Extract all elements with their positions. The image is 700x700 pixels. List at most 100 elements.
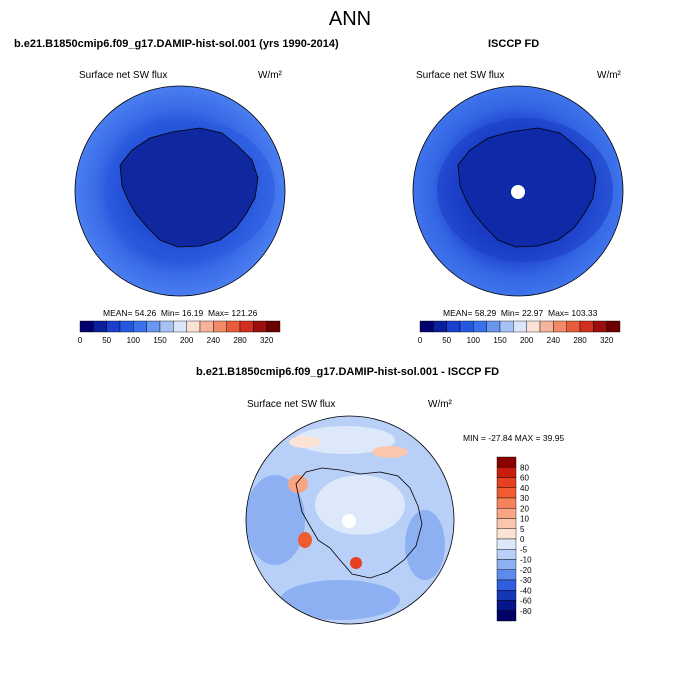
panel1-min-value: 16.19 bbox=[181, 308, 204, 318]
panel1-colorbar-box bbox=[79, 320, 94, 333]
panel3-colorbar-box bbox=[496, 549, 517, 560]
panel3-colorbar-box bbox=[496, 569, 517, 581]
panel3-near-zero-patch-center bbox=[315, 475, 405, 535]
panel1-map-border bbox=[74, 85, 286, 297]
panel1-colorbar-box bbox=[186, 320, 201, 333]
panel3-colorbar-box bbox=[496, 518, 517, 529]
panel3-colorbar-tick-label: 20 bbox=[520, 504, 529, 513]
panel1-colorbar-tick-label: 100 bbox=[127, 336, 141, 345]
panel2-missing-data-hole bbox=[511, 185, 525, 199]
panel2-variable-label: Surface net SW flux bbox=[416, 70, 505, 81]
panel3-colorbar-tick-label: 0 bbox=[520, 535, 525, 544]
panel1-colorbar-tick-label: 50 bbox=[102, 336, 111, 345]
panel1-max-label: Max= bbox=[207, 308, 230, 318]
panel2-colorbar-box bbox=[473, 320, 487, 333]
panel1-min-label: Min= bbox=[160, 308, 180, 318]
panel3-colorbar-tick-label: 40 bbox=[520, 484, 529, 493]
panel3-min-label: MIN = bbox=[463, 433, 486, 443]
panel2-colorbar: 0 50 100 150 200 240 280 320 bbox=[418, 320, 621, 345]
panel1-map bbox=[74, 85, 286, 297]
panel1-colorbar-box bbox=[119, 320, 134, 333]
panel2-min-value: 22.97 bbox=[521, 308, 544, 318]
panel1-mean-value: 54.26 bbox=[134, 308, 157, 318]
panel3-variable-label: Surface net SW flux bbox=[247, 399, 336, 410]
panel3-colorbar-tick-label: 80 bbox=[520, 463, 529, 472]
panel2-min-label: Min= bbox=[500, 308, 520, 318]
panel3-colorbar-tick-label: 10 bbox=[520, 515, 529, 524]
panel2-colorbar-tick-label: 320 bbox=[600, 336, 614, 345]
page-title: ANN bbox=[328, 8, 372, 30]
panel2-colorbar-box bbox=[459, 320, 474, 333]
panel3-positive-patch-nw bbox=[288, 475, 308, 493]
panel3-colorbar-box bbox=[496, 467, 517, 478]
panel2-units-label: W/m² bbox=[597, 70, 621, 81]
panel2-map bbox=[412, 85, 624, 297]
panel1-colorbar-tick-label: 150 bbox=[153, 336, 167, 345]
panel3-max-value: 39.95 bbox=[542, 433, 565, 443]
panel3-min-value: -27.84 bbox=[488, 433, 513, 443]
panel3-stats: MIN = -27.84 MAX = 39.95 bbox=[463, 433, 564, 443]
panel3-map bbox=[245, 415, 455, 625]
panel2-antarctica bbox=[457, 127, 597, 248]
panel3-positive-patch-ne bbox=[372, 446, 408, 458]
panel2-stats: MEAN= 58.29 Min= 22.97 Max= 103.33 bbox=[443, 308, 597, 318]
panel2-map-border bbox=[412, 85, 624, 297]
panel1-colorbar-box bbox=[213, 320, 227, 333]
panel3-colorbar-tick-label: -40 bbox=[520, 586, 532, 595]
panel2-colorbar-box bbox=[539, 320, 554, 333]
panel3-negative-patch-west bbox=[246, 475, 305, 565]
panel2-colorbar-tick-label: 280 bbox=[573, 336, 587, 345]
panel3-colorbar-box bbox=[496, 590, 517, 601]
panel2-max-label: Max= bbox=[547, 308, 570, 318]
panel3-colorbar-box bbox=[496, 497, 517, 509]
panel1-colorbar-tick-label: 240 bbox=[207, 336, 221, 345]
panel2-colorbar-box bbox=[486, 320, 501, 333]
panel2-colorbar-box bbox=[553, 320, 567, 333]
panel1-colorbar-box bbox=[159, 320, 174, 333]
panel2-colorbar-tick-label: 50 bbox=[442, 336, 451, 345]
panel3-colorbar-tick-label: -60 bbox=[520, 597, 532, 606]
panel2-colorbar-box bbox=[566, 320, 581, 333]
panel3-colorbar-tick-label: 60 bbox=[520, 474, 529, 483]
panel3-near-zero-patch-north bbox=[295, 426, 395, 454]
panel1-colorbar-box bbox=[226, 320, 241, 333]
panel1-colorbar-tick-label: 200 bbox=[180, 336, 194, 345]
panel2-colorbar-box bbox=[593, 320, 607, 333]
panel3-colorbar-tick-label: -10 bbox=[520, 556, 532, 565]
panel2-colorbar-tick-label: 200 bbox=[520, 336, 534, 345]
panel1-title: b.e21.B1850cmip6.f09_g17.DAMIP-hist-sol.… bbox=[14, 38, 339, 50]
panel1-units-label: W/m² bbox=[258, 70, 282, 81]
panel3-positive-patch-south bbox=[350, 557, 362, 569]
panel3-colorbar-box bbox=[496, 487, 517, 499]
panel2-colorbar-box bbox=[526, 320, 541, 333]
panel3-colorbar-box bbox=[496, 477, 517, 488]
panel2-colorbar-tick-label: 0 bbox=[418, 336, 423, 345]
panel3-map-border bbox=[245, 415, 455, 625]
panel3-units-label: W/m² bbox=[428, 399, 452, 410]
panel3-colorbar-tick-label: -80 bbox=[520, 607, 532, 616]
panel2-mean-label: MEAN= bbox=[443, 308, 473, 318]
panel3-missing-data-hole bbox=[342, 514, 356, 528]
panel1-colorbar-box bbox=[239, 320, 254, 333]
panel1-variable-label: Surface net SW flux bbox=[79, 70, 168, 81]
panel3-positive-patch-sw bbox=[298, 532, 312, 548]
panel1-colorbar-box bbox=[253, 320, 267, 333]
panel3-antarctica bbox=[295, 467, 423, 579]
panel3-colorbar-box bbox=[496, 610, 517, 622]
panel1-mean-label: MEAN= bbox=[103, 308, 133, 318]
panel3-colorbar-box bbox=[496, 600, 517, 611]
panel2-colorbar-box bbox=[606, 320, 621, 333]
panel3-title: b.e21.B1850cmip6.f09_g17.DAMIP-hist-sol.… bbox=[196, 366, 500, 378]
panel2-colorbar-tick-label: 100 bbox=[467, 336, 481, 345]
panel2-colorbar-tick-label: 240 bbox=[547, 336, 561, 345]
panel2-colorbar-box bbox=[513, 320, 527, 333]
panel3-colorbar-tick-label: -30 bbox=[520, 576, 532, 585]
panel3-negative-patch-south bbox=[280, 580, 400, 620]
panel2-max-value: 103.33 bbox=[571, 308, 598, 318]
panel1-colorbar-box bbox=[199, 320, 214, 333]
panel3-colorbar-box bbox=[496, 579, 517, 591]
panel1-colorbar-tick-label: 320 bbox=[260, 336, 274, 345]
panel1-colorbar-tick-label: 0 bbox=[78, 336, 83, 345]
panel2-colorbar-box bbox=[433, 320, 447, 333]
